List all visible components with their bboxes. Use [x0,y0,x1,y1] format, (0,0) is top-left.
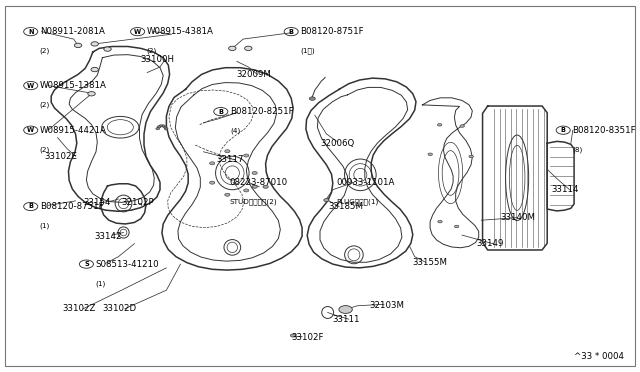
Text: S: S [84,261,89,267]
Text: 33155M: 33155M [413,258,448,267]
Text: (2): (2) [40,102,50,108]
Text: W08915-1381A: W08915-1381A [40,81,107,90]
Text: (2): (2) [40,48,50,54]
Text: 33102D: 33102D [102,304,136,313]
Text: 32006Q: 32006Q [320,139,355,148]
Text: B08120-8751F: B08120-8751F [300,27,364,36]
Text: 33117: 33117 [216,155,244,164]
Circle shape [324,199,329,202]
Text: (8): (8) [572,146,582,153]
Circle shape [225,193,230,196]
Text: (4): (4) [230,128,240,134]
Text: 33142: 33142 [95,232,122,241]
Text: (1ⓓ): (1ⓓ) [300,48,315,54]
Circle shape [252,171,257,174]
Circle shape [164,128,168,130]
Circle shape [339,306,352,313]
Circle shape [460,125,465,127]
Text: B: B [28,203,33,209]
Text: 33154: 33154 [83,198,111,207]
Circle shape [244,46,252,51]
Text: 32009M: 32009M [237,70,271,79]
Circle shape [91,42,99,46]
Circle shape [309,97,316,100]
Circle shape [104,47,111,51]
Text: ^33 * 0004: ^33 * 0004 [574,352,624,361]
Text: 08223-87010: 08223-87010 [229,178,287,187]
Circle shape [263,185,268,188]
Text: B08120-8751F: B08120-8751F [40,202,104,211]
Text: B08120-8351F: B08120-8351F [572,126,636,135]
Circle shape [210,181,215,184]
Text: S08513-41210: S08513-41210 [95,260,159,269]
Text: 33149: 33149 [477,239,504,248]
Circle shape [454,225,459,228]
Text: 33102E: 33102E [45,152,78,161]
Text: W: W [134,29,141,35]
Text: B: B [218,109,223,115]
Circle shape [244,154,249,157]
Text: 33185M: 33185M [328,202,364,211]
Circle shape [225,150,230,153]
Circle shape [469,155,474,158]
Circle shape [91,67,99,72]
Text: (1): (1) [40,222,50,229]
Text: 33111: 33111 [333,315,360,324]
Circle shape [88,92,95,96]
Circle shape [74,43,82,48]
Text: B: B [289,29,294,35]
Circle shape [244,189,249,192]
Text: B08120-8251F: B08120-8251F [230,107,294,116]
Circle shape [428,153,433,155]
Circle shape [437,124,442,126]
Text: N08911-2081A: N08911-2081A [40,27,105,36]
Circle shape [163,126,167,128]
Text: W: W [27,83,35,89]
Circle shape [210,162,215,165]
Text: B: B [561,127,566,133]
Circle shape [156,128,159,130]
Circle shape [161,125,165,127]
Text: W: W [27,127,35,133]
Text: 32102P: 32102P [122,198,154,207]
Circle shape [252,185,257,188]
Text: (2): (2) [147,48,157,54]
Text: 33114: 33114 [552,185,579,194]
Circle shape [157,126,161,128]
Text: 00933-1101A: 00933-1101A [336,178,394,187]
Circle shape [291,334,296,337]
Text: 33102F: 33102F [291,333,324,342]
Circle shape [438,220,442,223]
Text: 33140M: 33140M [500,213,536,222]
Text: N: N [28,29,33,35]
Text: STUDスタッド(2): STUDスタッド(2) [229,198,276,205]
Text: 33102Z: 33102Z [63,304,96,313]
Text: (1): (1) [95,280,106,287]
Text: 33100H: 33100H [141,55,175,64]
Text: (2): (2) [40,146,50,153]
Circle shape [228,46,236,51]
Text: 32103M: 32103M [369,301,404,310]
Text: W08915-4381A: W08915-4381A [147,27,214,36]
Circle shape [159,125,163,127]
Text: W08915-4421A: W08915-4421A [40,126,107,135]
Text: PLUGプラグ(1): PLUGプラグ(1) [336,198,378,205]
